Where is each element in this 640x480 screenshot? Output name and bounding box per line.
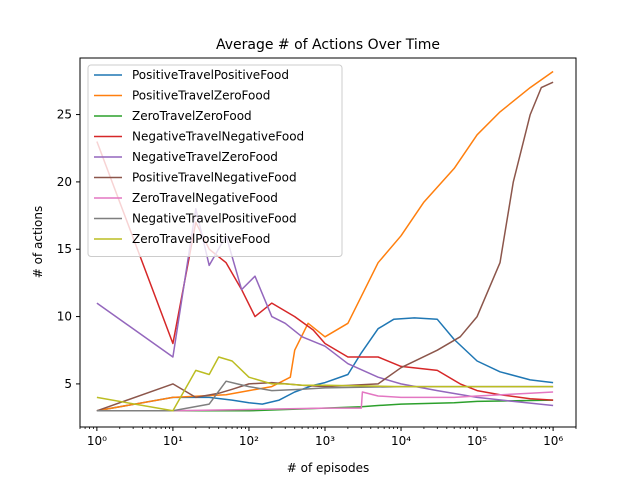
y-axis-label: # of actions: [31, 206, 45, 278]
legend-entry-label: NegativeTravelZeroFood: [132, 150, 278, 164]
x-tick-label: 10⁶: [543, 434, 563, 448]
legend-entry-label: ZeroTravelNegativeFood: [132, 191, 278, 205]
series-line-8: [96, 356, 554, 412]
legend-entry-label: PositiveTravelZeroFood: [132, 89, 270, 103]
series-line-1: [96, 70, 554, 412]
y-tick-label: 20: [57, 175, 72, 189]
x-tick-label: 10²: [239, 434, 259, 448]
axis-ticks: 10⁰ 10¹ 10² 10³ 10⁴ 10⁵ 10⁶ 5 10 15 20 25: [57, 108, 577, 448]
legend-entry-label: NegativeTravelNegativeFood: [132, 130, 304, 144]
legend: PositiveTravelPositiveFood PositiveTravel…: [87, 64, 343, 257]
x-tick-label: 10¹: [163, 434, 183, 448]
legend-entry-label: ZeroTravelZeroFood: [132, 109, 252, 123]
legend-entry-label: PositiveTravelNegativeFood: [132, 171, 297, 185]
series-line-5: [96, 81, 554, 412]
x-tick-label: 10³: [315, 434, 335, 448]
legend-entry-label: ZeroTravelPositiveFood: [132, 232, 270, 246]
x-tick-label: 10⁵: [467, 434, 487, 448]
y-tick-label: 25: [57, 108, 72, 122]
series-line-6: [96, 391, 554, 412]
legend-box: [87, 64, 343, 257]
x-tick-label: 10⁰: [87, 434, 107, 448]
y-tick-label: 5: [64, 377, 72, 391]
axes-frame: [79, 57, 577, 428]
chart-title: Average # of Actions Over Time: [216, 37, 440, 53]
series-line-0: [96, 317, 554, 412]
x-tick-label: 10⁴: [391, 434, 411, 448]
legend-entry-label: PositiveTravelPositiveFood: [132, 68, 289, 82]
x-axis-label: # of episodes: [287, 461, 369, 475]
y-tick-label: 10: [57, 310, 72, 324]
legend-entry-label: NegativeTravelPositiveFood: [132, 212, 297, 226]
y-tick-label: 15: [57, 242, 72, 256]
